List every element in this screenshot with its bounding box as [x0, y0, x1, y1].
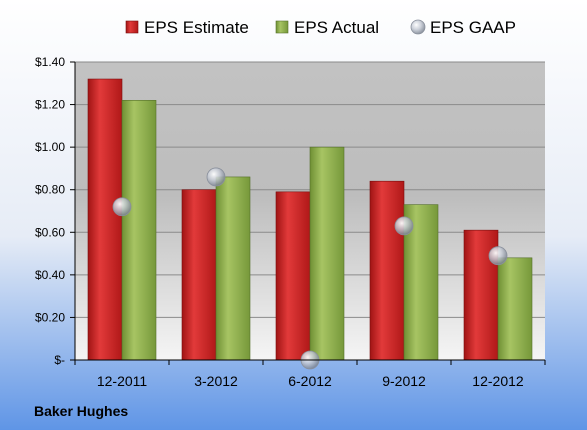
legend-marker-eps-gaap: [410, 19, 426, 35]
legend: EPS Estimate EPS Actual EPS GAAP: [125, 18, 516, 37]
legend-label: EPS GAAP: [430, 18, 516, 37]
x-tick-label: 12-2011: [97, 373, 148, 389]
x-tick-label: 9-2012: [382, 373, 426, 389]
bar-eps-actual: [215, 176, 251, 361]
bar-eps-estimate: [369, 180, 405, 361]
company-label: Baker Hughes: [34, 403, 128, 419]
y-tick-label: $0.80: [35, 183, 65, 197]
y-tick-label: $0.40: [35, 268, 65, 282]
y-tick-label: $1.00: [35, 140, 65, 154]
y-tick-label: $1.20: [35, 98, 65, 112]
y-tick-label: $0.60: [35, 225, 65, 239]
x-axis: 12-2011 3-2012 6-2012 9-2012 12-2012: [74, 359, 546, 389]
bar-eps-actual: [309, 146, 345, 361]
y-tick-label: $0.20: [35, 310, 65, 324]
point-eps-gaap: [112, 197, 132, 217]
bar-eps-actual: [121, 100, 157, 361]
bar-eps-estimate: [181, 189, 217, 361]
legend-marker-eps-estimate: [125, 20, 139, 34]
bars-layer: [87, 78, 533, 361]
bar-eps-estimate: [275, 191, 311, 361]
point-eps-gaap: [206, 167, 226, 187]
legend-marker-eps-actual: [275, 20, 289, 34]
x-tick-label: 6-2012: [288, 373, 332, 389]
bar-eps-actual: [497, 257, 533, 361]
y-axis: $1.40 $1.20 $1.00 $0.80 $0.60 $0.40 $0.20 $-: [35, 55, 76, 367]
y-tick-label: $-: [54, 353, 65, 367]
legend-label: EPS Actual: [294, 18, 379, 37]
points-layer: [112, 167, 508, 370]
point-eps-gaap: [394, 216, 414, 236]
y-tick-label: $1.40: [35, 55, 65, 69]
point-eps-gaap: [488, 246, 508, 266]
x-tick-label: 12-2012: [472, 373, 524, 389]
bar-eps-estimate: [87, 78, 123, 361]
x-tick-label: 3-2012: [194, 373, 238, 389]
legend-label: EPS Estimate: [144, 18, 249, 37]
